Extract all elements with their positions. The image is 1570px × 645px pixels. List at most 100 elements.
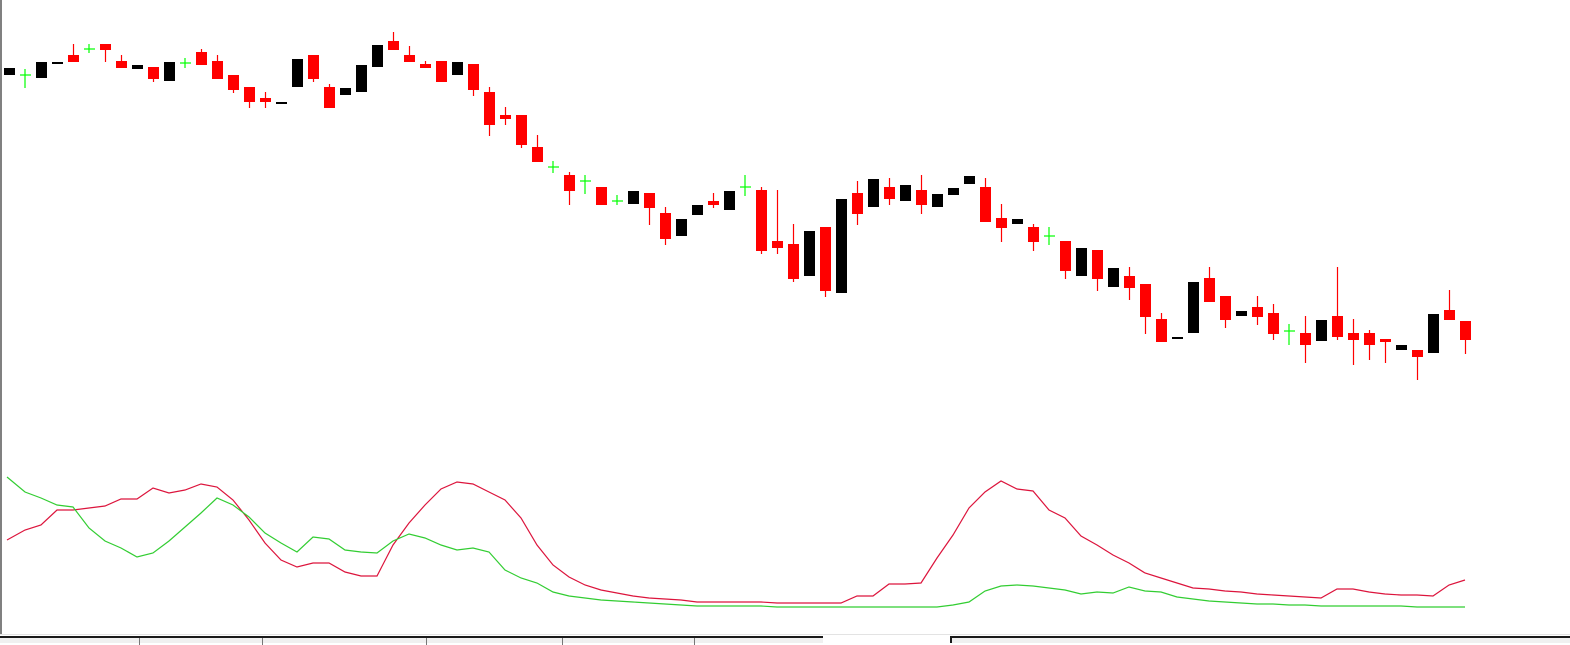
candle-body: [260, 98, 271, 102]
candle: [1044, 227, 1055, 245]
candle-body: [772, 241, 783, 248]
candle-body: [820, 227, 831, 291]
candle-body: [1220, 296, 1231, 320]
tab-3[interactable]: [263, 638, 427, 645]
candle: [260, 92, 271, 108]
candle: [772, 190, 783, 254]
candle: [1060, 241, 1071, 279]
candle-body: [1428, 314, 1439, 353]
candle-body: [660, 213, 671, 239]
candle: [276, 102, 287, 104]
panel-divider: [0, 634, 1570, 635]
tab-5[interactable]: [563, 638, 695, 645]
candle: [36, 62, 47, 78]
candle: [1284, 324, 1295, 345]
candle-body: [756, 190, 767, 251]
candle: [1028, 224, 1039, 251]
candle: [676, 219, 687, 236]
candle: [820, 227, 831, 297]
candle-body: [404, 55, 415, 62]
candle: [1444, 290, 1455, 320]
candle: [116, 55, 127, 68]
candle-body: [644, 193, 655, 208]
candle: [1380, 339, 1391, 363]
candle: [852, 181, 863, 225]
candle-body: [516, 115, 527, 145]
candle: [1140, 284, 1151, 334]
candle-body: [484, 92, 495, 125]
candle-body: [356, 65, 367, 92]
candle: [1188, 282, 1199, 333]
candle: [84, 44, 95, 53]
candle-body: [164, 62, 175, 81]
candle-body: [324, 87, 335, 108]
candle-body: [196, 52, 207, 65]
candle-body: [1364, 333, 1375, 345]
candle-body: [1060, 241, 1071, 271]
candle-body: [1348, 333, 1359, 340]
candle: [196, 49, 207, 65]
candle: [1316, 320, 1327, 341]
candle: [356, 65, 367, 92]
candle: [660, 207, 671, 245]
candle-body: [868, 179, 879, 207]
candle: [628, 191, 639, 204]
candle: [516, 115, 527, 148]
tab-4[interactable]: [427, 638, 563, 645]
candle: [132, 65, 143, 69]
candle-body: [1412, 350, 1423, 357]
candle-body: [452, 62, 463, 75]
candle: [4, 68, 15, 75]
candle: [964, 176, 975, 184]
candle-body: [964, 176, 975, 184]
candle: [804, 231, 815, 276]
candle-body: [948, 188, 959, 195]
candle-body: [1172, 337, 1183, 339]
candle-body: [564, 175, 575, 191]
candle: [612, 195, 623, 205]
candle: [372, 45, 383, 67]
candle: [164, 62, 175, 81]
candle: [420, 61, 431, 68]
candle: [1108, 268, 1119, 287]
candle-body: [1076, 248, 1087, 276]
candle: [644, 193, 655, 225]
candle: [52, 62, 63, 64]
candle: [292, 59, 303, 87]
candle-body: [340, 88, 351, 95]
candle-body: [980, 187, 991, 222]
candle-body: [1316, 320, 1327, 341]
candle: [1172, 337, 1183, 339]
tab-6[interactable]: [695, 638, 821, 645]
candle: [1204, 267, 1215, 302]
candle-body: [628, 191, 639, 204]
candle-body: [1460, 321, 1471, 340]
candle: [1252, 296, 1263, 325]
candle: [868, 179, 879, 207]
tab-bar-right[interactable]: [950, 636, 1570, 643]
candle: [324, 84, 335, 108]
candle: [1428, 314, 1439, 353]
candle: [532, 135, 543, 162]
candle-body: [1268, 313, 1279, 334]
candle: [980, 178, 991, 222]
candle: [884, 178, 895, 205]
tab-2[interactable]: [140, 638, 263, 645]
candle-body: [1092, 250, 1103, 279]
candle: [724, 191, 735, 210]
candle: [692, 205, 703, 215]
candle-body: [996, 218, 1007, 228]
candle: [68, 44, 79, 62]
candles-layer: [4, 32, 1471, 380]
tab-1[interactable]: [0, 638, 140, 645]
candle-body: [1012, 219, 1023, 224]
candle: [1092, 250, 1103, 291]
candle-body: [1444, 310, 1455, 320]
candle-body: [132, 65, 143, 69]
candle: [1076, 248, 1087, 276]
candle-body: [532, 147, 543, 162]
candle: [388, 32, 399, 50]
candle: [1012, 219, 1023, 224]
candle: [788, 224, 799, 282]
